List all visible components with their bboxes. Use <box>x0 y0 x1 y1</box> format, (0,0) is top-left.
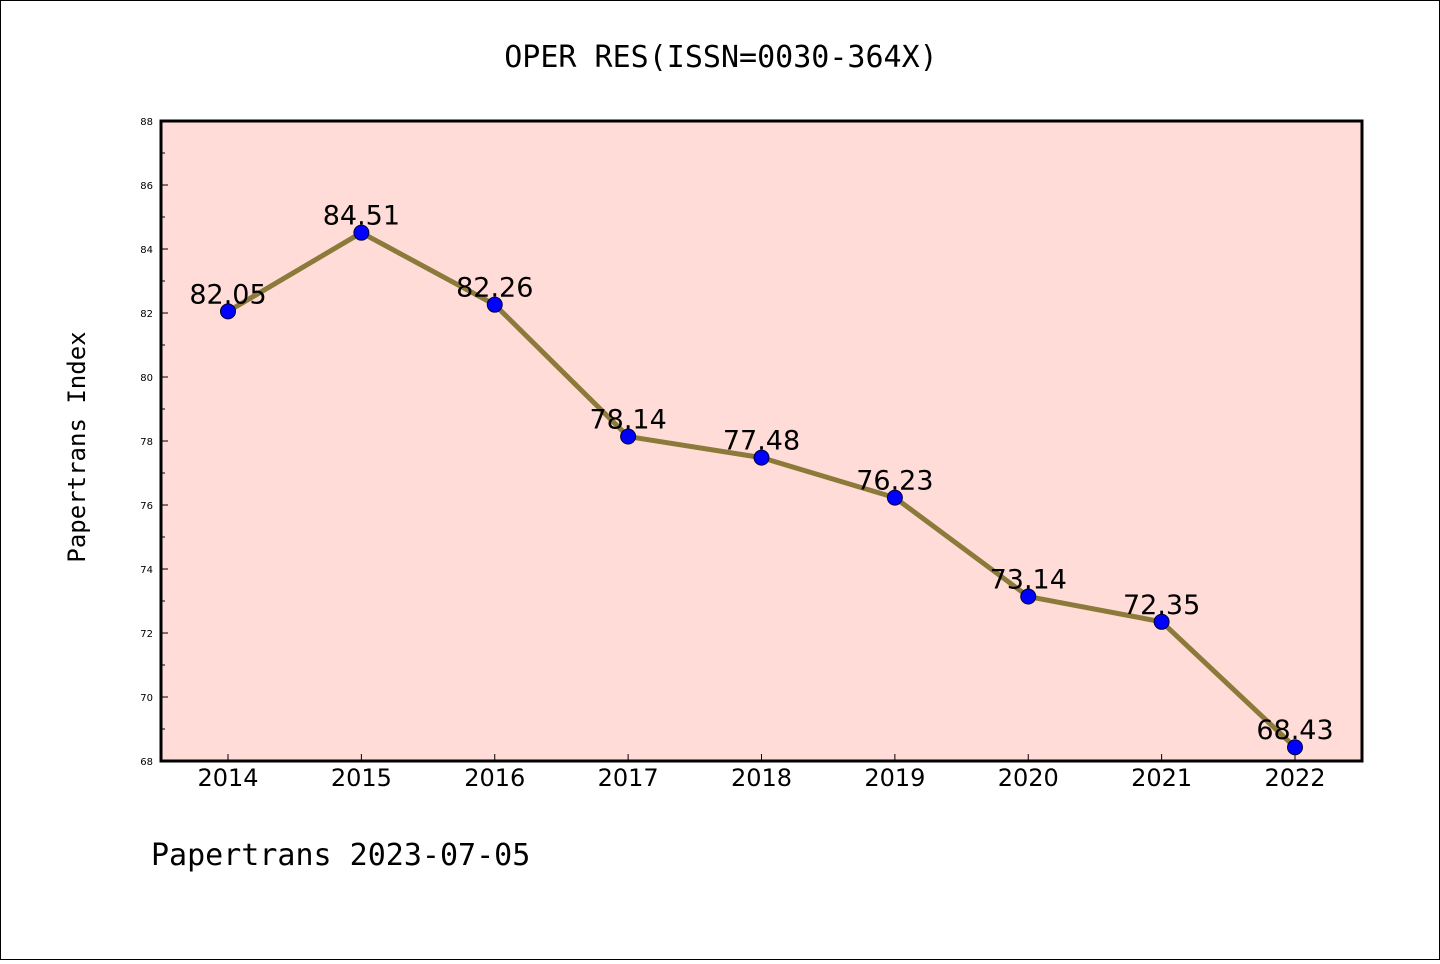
data-point <box>353 224 370 241</box>
chart-title: OPER RES(ISSN=0030-364X) <box>504 40 937 75</box>
x-tick-label: 2016 <box>464 764 525 792</box>
data-label: 82.26 <box>456 273 533 304</box>
y-tick-label: 72 <box>140 629 153 640</box>
x-tick-label: 2020 <box>998 764 1059 792</box>
data-label: 84.51 <box>323 201 400 232</box>
x-tick-label: 2019 <box>864 764 925 792</box>
y-tick-label: 68 <box>140 757 153 768</box>
x-tick-label: 2022 <box>1264 764 1325 792</box>
y-tick-label: 88 <box>140 117 153 128</box>
data-label: 76.23 <box>856 466 933 497</box>
data-point <box>220 303 236 320</box>
y-tick-label: 74 <box>140 565 153 576</box>
data-point <box>1020 588 1037 605</box>
y-axis: 68 70 72 74 76 78 80 82 84 86 88 <box>140 117 168 768</box>
footer-text: Papertrans 2023-07-05 <box>151 838 530 873</box>
data-label: 73.14 <box>990 565 1067 596</box>
series-layer: 82.05 84.51 82.26 78.14 77.48 76.23 73.14 72.35… <box>189 201 1334 756</box>
y-tick-label: 70 <box>140 693 153 704</box>
data-point <box>886 489 903 506</box>
y-tick-label: 76 <box>140 501 153 512</box>
data-point <box>1287 739 1303 756</box>
data-point <box>1153 613 1170 630</box>
x-tick-label: 2014 <box>197 764 258 792</box>
x-tick-label: 2017 <box>598 764 659 792</box>
y-tick-label: 78 <box>140 437 153 448</box>
data-label: 72.35 <box>1123 590 1200 621</box>
y-tick-label: 84 <box>140 245 153 256</box>
data-label: 78.14 <box>589 405 666 436</box>
data-point <box>753 449 770 466</box>
data-point <box>486 296 503 313</box>
x-tick-label: 2021 <box>1131 764 1192 792</box>
y-tick-label: 80 <box>140 373 153 384</box>
x-tick-label: 2015 <box>331 764 392 792</box>
y-axis-label: Papertrans Index <box>63 331 91 562</box>
data-label: 68.43 <box>1256 715 1333 746</box>
y-tick-label: 86 <box>140 181 153 192</box>
x-axis: 2014 2015 2016 2017 2018 2019 2020 2021 2022 <box>197 754 1326 792</box>
data-label: 77.48 <box>723 426 800 457</box>
y-tick-label: 82 <box>140 309 153 320</box>
data-point <box>620 428 637 445</box>
x-tick-label: 2018 <box>731 764 792 792</box>
data-label: 82.05 <box>189 279 266 310</box>
